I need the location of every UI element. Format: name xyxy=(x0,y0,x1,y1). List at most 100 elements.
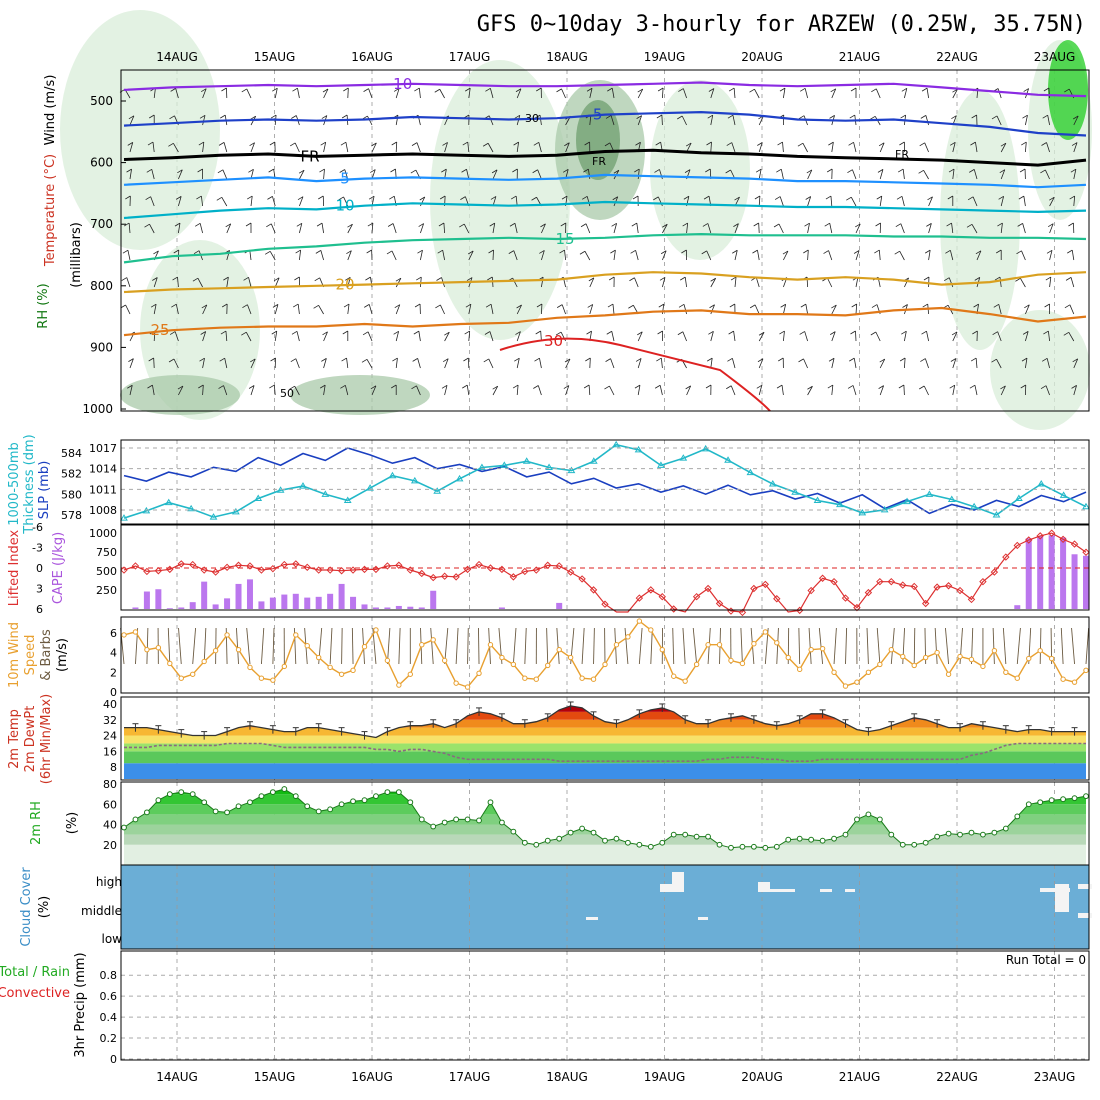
wind-speed-marker xyxy=(728,657,734,664)
wind-barb xyxy=(153,357,155,369)
wind-barb-flag xyxy=(681,249,687,254)
wind-barb-flag xyxy=(292,303,299,308)
li-marker xyxy=(864,588,873,597)
cloud-bar xyxy=(758,882,770,892)
wind-barb xyxy=(175,304,179,315)
wind-barb xyxy=(1071,250,1075,261)
precip-tick: 0.4 xyxy=(100,1011,118,1024)
thickness-marker xyxy=(992,511,1001,518)
wind-barb xyxy=(951,223,954,234)
wind-barb-flag xyxy=(319,168,325,173)
wind-barb xyxy=(855,250,860,261)
wind-barb xyxy=(758,358,764,369)
wind-barb-flag xyxy=(463,357,469,362)
wind-barb xyxy=(589,357,591,369)
wind-barb xyxy=(926,88,929,99)
thickness-marker xyxy=(433,487,442,494)
wind-barb xyxy=(588,384,591,396)
wind-barb-flag xyxy=(250,358,256,363)
rh-marker xyxy=(189,791,196,798)
cape-bar xyxy=(269,597,276,609)
wind-barb xyxy=(541,223,546,234)
wind-barb xyxy=(323,385,326,396)
wind-barb xyxy=(344,169,349,180)
wind-barb-flag xyxy=(223,276,229,281)
wind-barb-flag xyxy=(347,223,353,228)
thickness-marker xyxy=(970,502,979,510)
wind-barb-flag xyxy=(270,114,277,119)
wind-barb xyxy=(853,142,857,153)
wind-barb xyxy=(443,222,445,234)
wind-barb-flag xyxy=(414,87,420,92)
run-total: Run Total = 0 xyxy=(1006,953,1086,967)
cape-bar xyxy=(178,607,185,609)
surface-wind-barb xyxy=(1060,627,1064,665)
rh-marker xyxy=(258,793,265,800)
wind-barb xyxy=(197,277,203,288)
date-label: 22AUG xyxy=(936,50,978,64)
wind-barb-flag xyxy=(192,277,199,282)
wind-barb-flag xyxy=(268,168,274,173)
surface-wind-barb xyxy=(798,627,801,665)
wind-barb-flag xyxy=(947,195,954,200)
thickness-marker xyxy=(612,440,621,448)
rh-marker xyxy=(1083,793,1089,800)
li-marker xyxy=(578,575,586,583)
wind-barb-flag xyxy=(757,358,764,363)
li-marker xyxy=(463,565,472,574)
cape-bar xyxy=(1037,536,1044,609)
wind-barb xyxy=(804,331,808,342)
wind-barb-flag xyxy=(242,304,248,309)
wind-barb xyxy=(758,115,764,126)
wind-barb xyxy=(516,358,520,369)
wind-barb-flag xyxy=(564,358,571,363)
wind-barb-flag xyxy=(492,385,498,390)
thickness-marker xyxy=(1014,494,1023,501)
wind-barb xyxy=(710,304,715,315)
precip-panel: 0 0.2 0.4 0.6 0.8 Run Total = 0 xyxy=(100,953,1089,1066)
wind-barb-flag xyxy=(611,222,617,227)
wind-barb-flag xyxy=(656,114,663,119)
li-marker xyxy=(154,567,163,575)
wind-barb-flag xyxy=(368,195,375,200)
wind-barb xyxy=(371,385,377,396)
wind-barb-flag xyxy=(758,331,765,336)
li-marker xyxy=(967,595,976,604)
thickness-marker xyxy=(657,461,665,468)
wind-barb-flag xyxy=(629,277,635,282)
surface-wind-barb xyxy=(192,627,197,665)
li-marker xyxy=(211,568,220,576)
wind-barb xyxy=(463,223,470,234)
wind-barb xyxy=(202,331,207,342)
wind-barb-flag xyxy=(850,330,856,335)
wind-barb-flag xyxy=(991,115,998,120)
li-marker xyxy=(670,605,678,613)
wind-barb xyxy=(226,277,229,288)
rh-band xyxy=(124,844,1086,865)
thickness-tick: 580 xyxy=(61,488,82,501)
wind-barb xyxy=(366,359,373,369)
wind-barb xyxy=(734,250,738,261)
wind-barb-flag xyxy=(926,223,932,227)
wind-barb-flag xyxy=(807,385,813,390)
wind-barb xyxy=(855,223,861,234)
li-marker xyxy=(326,566,334,574)
wind-barb-flag xyxy=(269,141,276,146)
wind-barb xyxy=(513,250,518,261)
rh-marker xyxy=(899,841,906,848)
wind-barb xyxy=(758,169,762,180)
wind-barb xyxy=(662,277,666,288)
wind-speed-marker xyxy=(659,646,665,653)
isotherm-m10 xyxy=(123,81,1087,98)
wind-barb-flag xyxy=(225,223,231,228)
rh-marker xyxy=(121,824,127,831)
li-marker xyxy=(475,560,483,569)
rh-shading xyxy=(940,90,1020,350)
ylabel-wind: Wind (m/s) xyxy=(43,75,58,146)
wind-barb-flag xyxy=(950,141,956,146)
surface-wind-barb xyxy=(682,627,686,665)
wind-barb xyxy=(807,196,812,207)
wind-barb xyxy=(589,304,594,315)
wind-barb xyxy=(151,169,155,180)
wind-barb-flag xyxy=(944,277,950,282)
